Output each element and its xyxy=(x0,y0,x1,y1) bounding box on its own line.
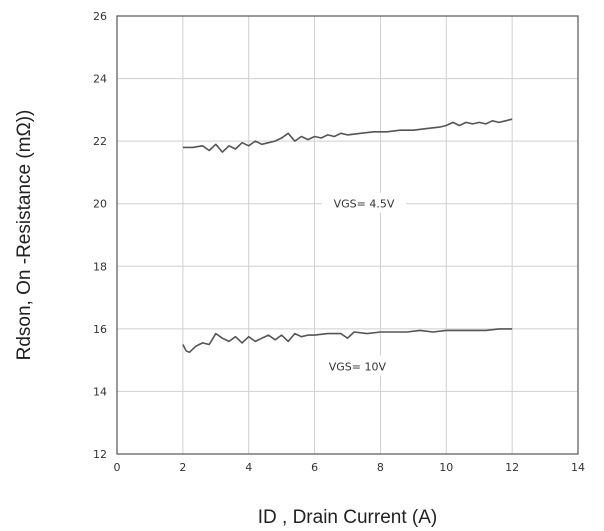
annotation-label-1: VGS= 10V xyxy=(329,360,387,373)
y-tick-label-3: 18 xyxy=(93,260,107,273)
series-lines xyxy=(182,118,513,354)
x-axis-title: ID , Drain Current (A) xyxy=(258,507,437,528)
annotation-bg-0 xyxy=(321,192,406,213)
y-tick-label-5: 22 xyxy=(93,135,107,148)
series-line-0 xyxy=(182,118,513,153)
x-tick-label-1: 2 xyxy=(179,461,186,474)
annotation-bg-1 xyxy=(315,355,400,376)
y-tick-label-6: 24 xyxy=(93,73,107,86)
grid-lines xyxy=(117,16,578,454)
y-tick-label-1: 14 xyxy=(93,385,107,398)
y-axis-title: Rdson, On -Resistance (mΩ)) xyxy=(14,110,35,361)
y-tick-label-0: 12 xyxy=(93,448,107,461)
x-tick-label-2: 4 xyxy=(245,461,252,474)
y-tick-label-2: 16 xyxy=(93,323,107,336)
y-tick-label-4: 20 xyxy=(93,198,107,211)
y-tick-label-7: 26 xyxy=(93,10,107,23)
x-tick-label-0: 0 xyxy=(114,461,121,474)
plot-frame xyxy=(116,15,579,455)
series-line-1 xyxy=(182,328,513,354)
x-tick-label-6: 12 xyxy=(505,461,519,474)
x-tick-label-5: 10 xyxy=(439,461,453,474)
x-tick-label-4: 8 xyxy=(377,461,384,474)
y-tick-labels: 12 14 16 18 20 22 24 26 xyxy=(93,10,107,461)
series-annotations: VGS= 4.5V VGS= 10V xyxy=(315,192,406,376)
x-tick-label-7: 14 xyxy=(571,461,585,474)
annotation-label-0: VGS= 4.5V xyxy=(334,198,395,211)
x-tick-label-3: 6 xyxy=(311,461,318,474)
x-tick-labels: 0 2 4 6 8 10 12 14 xyxy=(114,461,586,474)
